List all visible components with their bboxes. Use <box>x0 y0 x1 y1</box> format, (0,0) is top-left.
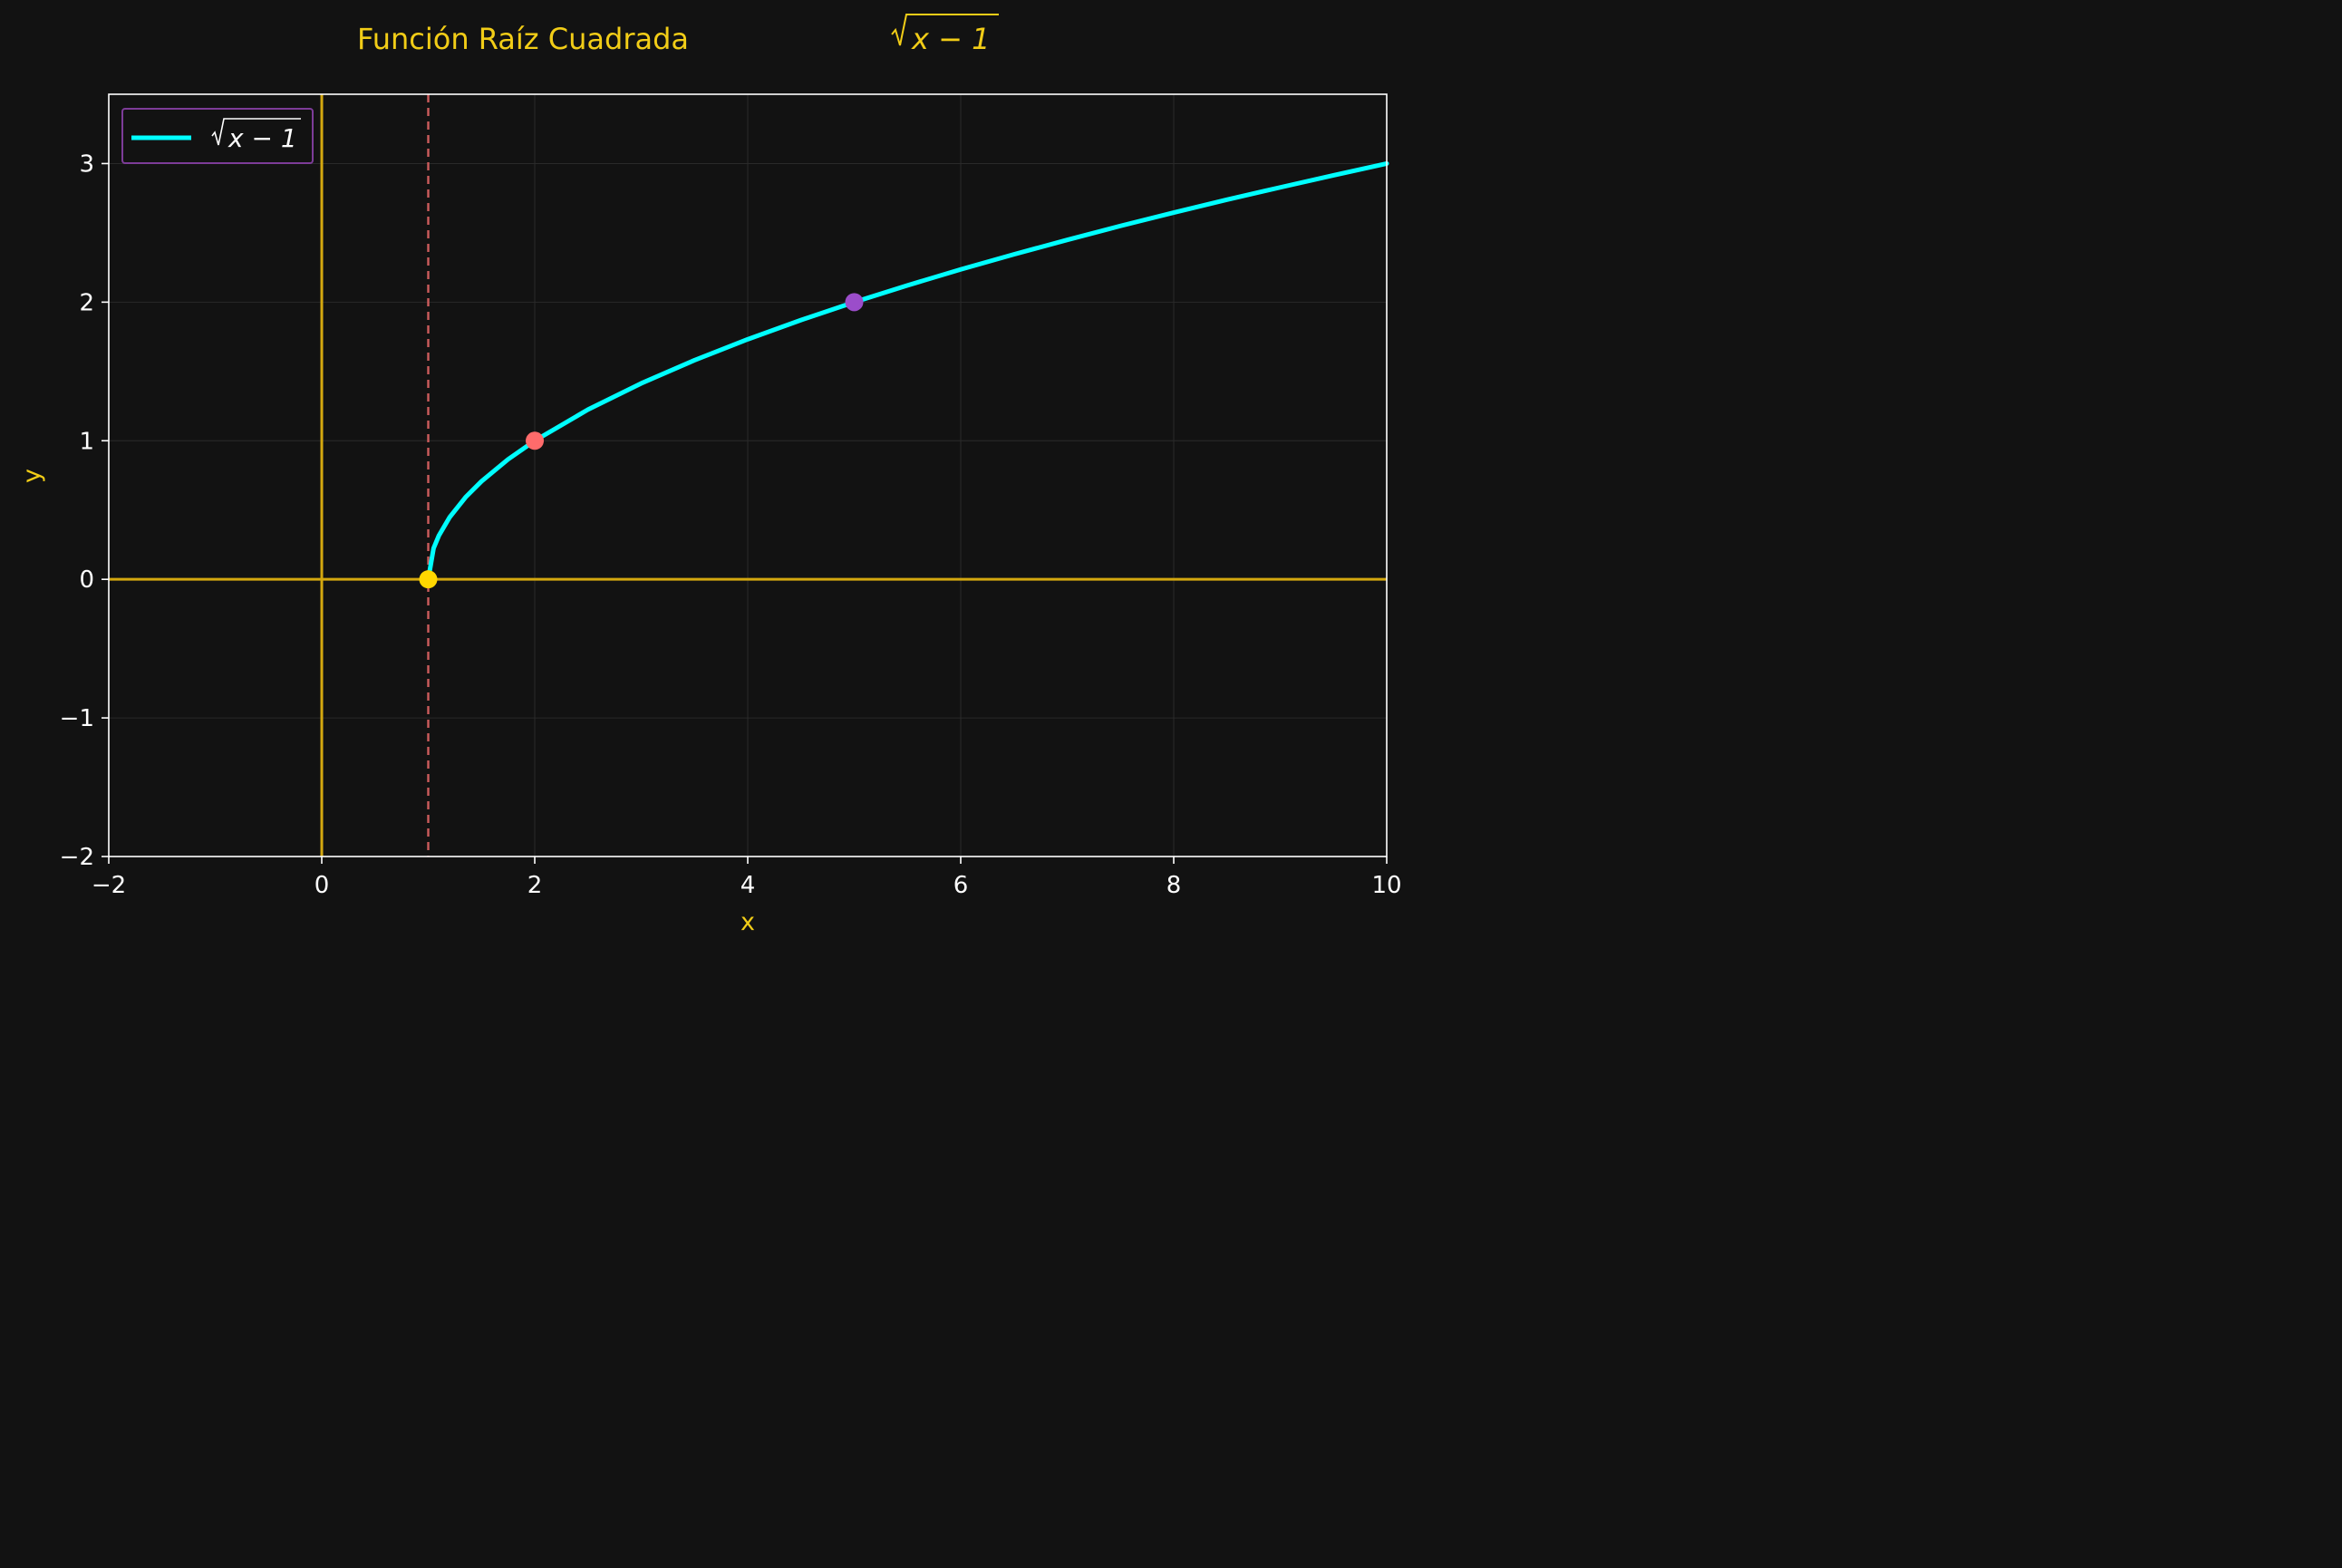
plot-frame <box>108 93 1388 857</box>
y-tick-label: 3 <box>79 150 94 178</box>
title-math: x − 1 <box>891 14 999 56</box>
legend-box <box>121 108 314 164</box>
points-layer <box>419 293 864 589</box>
y-tick-label: −2 <box>60 844 94 871</box>
y-axis-label: y <box>18 469 46 483</box>
data-point <box>845 293 864 312</box>
x-axis-label: x <box>740 908 755 936</box>
ticks-layer: −2 0 2 4 6 8 10 −2 −1 0 1 2 3 <box>60 150 1402 899</box>
title-math-expression: x − 1 <box>911 22 990 56</box>
y-tick-label: 1 <box>79 428 94 455</box>
legend-radical-sign <box>211 118 301 146</box>
data-point <box>526 431 544 450</box>
series-layer <box>426 160 1389 582</box>
legend-label: x − 1 <box>227 123 297 153</box>
x-tick-label: 0 <box>315 872 330 899</box>
series-line <box>426 160 1389 582</box>
y-tick-label: 0 <box>79 566 94 594</box>
y-tick-label: 2 <box>79 289 94 316</box>
x-tick-label: 10 <box>1371 872 1401 899</box>
y-tick-label: −1 <box>60 705 94 732</box>
x-tick-label: 6 <box>953 872 969 899</box>
title-radical-sign <box>891 14 999 46</box>
data-point <box>419 570 438 589</box>
x-tick-label: 2 <box>527 872 543 899</box>
chart: Función Raíz Cuadrada x − 1 −2 0 2 4 6 8 10−2−… <box>0 0 1421 952</box>
x-tick-label: 4 <box>740 872 756 899</box>
legend: x − 1 <box>121 108 314 164</box>
reference-lines <box>109 94 1387 857</box>
x-tick-label: −2 <box>92 872 126 899</box>
x-tick-label: 8 <box>1166 872 1182 899</box>
chart-title: Función Raíz Cuadrada <box>357 22 689 56</box>
